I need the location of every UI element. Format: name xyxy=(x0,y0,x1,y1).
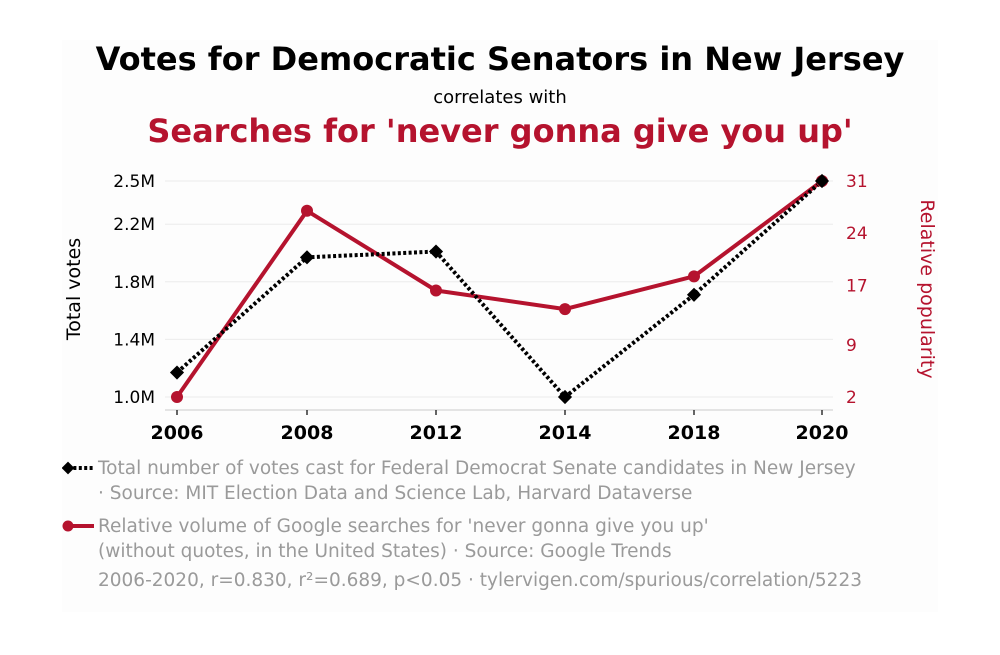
x-tick-label: 2008 xyxy=(281,422,334,444)
votes-point xyxy=(169,365,185,380)
chart-title-secondary: Searches for 'never gonna give you up' xyxy=(147,112,853,150)
y-axis-left: 1.0M 1.4M 1.8M 2.2M 2.5M xyxy=(113,172,155,408)
legend-marker-searches xyxy=(62,520,94,532)
votes-point xyxy=(299,250,315,265)
y-tick-right-label: 31 xyxy=(846,172,868,192)
y-tick-left-label: 2.2M xyxy=(113,215,155,235)
y-tick-right-label: 24 xyxy=(846,224,868,244)
y-axis-right-label: Relative popularity xyxy=(916,199,938,378)
y-axis-right: 2 9 17 24 31 xyxy=(846,172,868,408)
searches-point xyxy=(301,204,313,217)
legend-item-searches: Relative volume of Google searches for '… xyxy=(62,514,942,564)
gridlines xyxy=(165,180,833,398)
x-ticks: 2006 2008 2012 2014 2018 2020 xyxy=(151,410,849,444)
series-searches-line xyxy=(175,179,824,399)
x-tick-label: 2018 xyxy=(668,422,721,444)
y-tick-right-label: 9 xyxy=(846,336,857,356)
x-tick-label: 2012 xyxy=(410,422,463,444)
legend-votes-text: Total number of votes cast for Federal D… xyxy=(98,458,856,479)
votes-point xyxy=(428,244,444,259)
searches-point xyxy=(171,391,183,403)
y-tick-left-label: 1.4M xyxy=(113,330,155,350)
searches-point xyxy=(688,270,700,283)
y-tick-left-label: 1.8M xyxy=(113,273,155,293)
votes-point xyxy=(686,287,702,302)
series-votes-line xyxy=(175,179,824,400)
y-tick-right-label: 2 xyxy=(846,388,857,408)
legend-searches-source: (without quotes, in the United States) ·… xyxy=(98,541,672,562)
legend-marker-votes xyxy=(62,461,94,475)
x-tick-label: 2020 xyxy=(796,422,849,444)
correlation-stats: 2006-2020, r=0.830, r²=0.689, p<0.05 · t… xyxy=(98,570,862,591)
searches-point xyxy=(559,303,571,316)
legend-votes-source: · Source: MIT Election Data and Science … xyxy=(98,483,693,504)
y-tick-left-label: 2.5M xyxy=(113,172,155,192)
y-axis-left-label: Total votes xyxy=(63,238,85,341)
searches-point xyxy=(430,284,442,297)
chart-subtitle: correlates with xyxy=(433,87,567,108)
x-tick-label: 2014 xyxy=(539,422,592,444)
series-votes-points xyxy=(169,173,830,405)
legend-item-votes: Total number of votes cast for Federal D… xyxy=(62,456,942,506)
votes-point xyxy=(814,173,830,189)
chart-title: Votes for Democratic Senators in New Jer… xyxy=(95,40,905,78)
y-tick-left-label: 1.0M xyxy=(113,388,155,408)
x-tick-label: 2006 xyxy=(151,422,204,444)
legend-searches-text: Relative volume of Google searches for '… xyxy=(98,516,709,537)
votes-point xyxy=(557,389,573,405)
y-tick-right-label: 17 xyxy=(846,276,868,296)
